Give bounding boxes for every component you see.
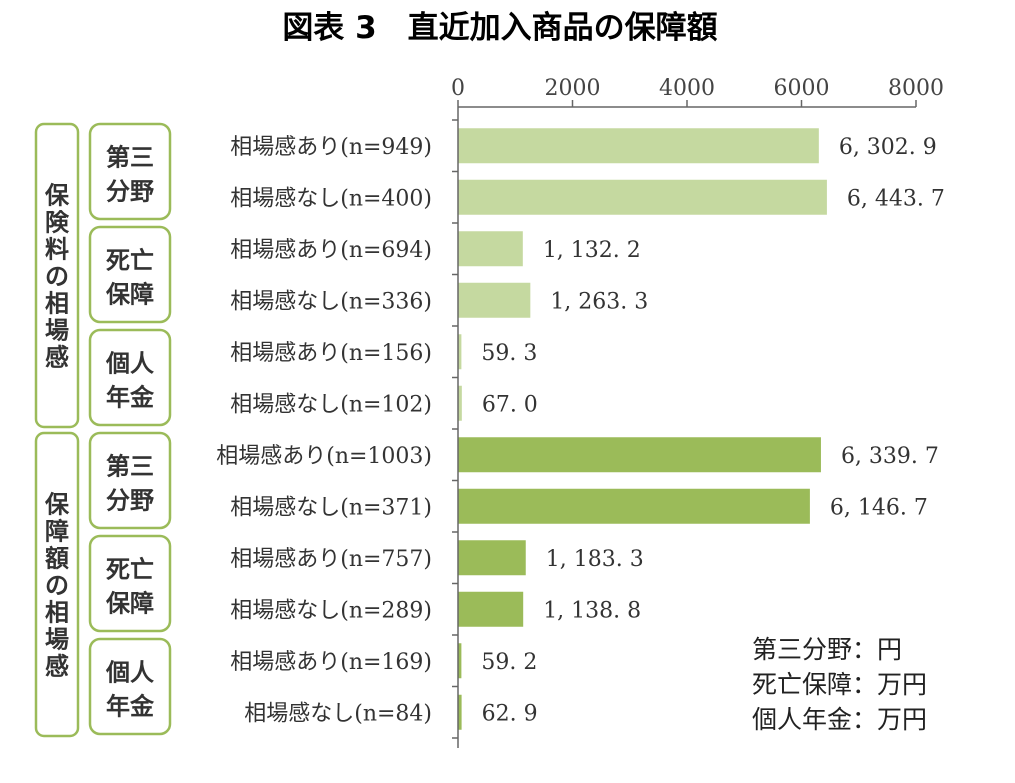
bar-value-label: 59. 2 bbox=[481, 650, 537, 675]
x-tick-label: 6000 bbox=[774, 76, 830, 101]
bar bbox=[458, 179, 827, 215]
bar bbox=[458, 282, 531, 318]
bar bbox=[458, 540, 526, 576]
x-tick-label: 4000 bbox=[659, 76, 715, 101]
bar bbox=[458, 231, 523, 267]
subgroup-box bbox=[88, 225, 172, 324]
group-box bbox=[34, 431, 80, 738]
subgroup-label: 個人 bbox=[105, 659, 154, 687]
subgroup-box bbox=[88, 431, 172, 530]
category-label: 相場感なし(n=102) bbox=[230, 392, 432, 417]
subgroup-label: 死亡 bbox=[106, 556, 154, 584]
unit-label-annuity: 個人年金：万円 bbox=[752, 705, 928, 734]
bar bbox=[458, 643, 462, 679]
subgroup-box bbox=[88, 122, 172, 221]
bar bbox=[458, 128, 819, 164]
category-label: 相場感なし(n=400) bbox=[230, 186, 432, 211]
bar bbox=[458, 334, 462, 370]
chart-title: 図表 3 直近加入商品の保障額 bbox=[282, 10, 717, 46]
category-label: 相場感あり(n=949) bbox=[230, 135, 432, 160]
bar-value-label: 1, 138. 8 bbox=[543, 598, 641, 623]
category-label: 相場感あり(n=694) bbox=[230, 238, 432, 263]
bar-value-label: 6, 443. 7 bbox=[847, 186, 945, 211]
bar bbox=[458, 437, 821, 473]
subgroup-label: 年金 bbox=[106, 384, 155, 412]
unit-label-third-sector: 第三分野：円 bbox=[752, 635, 903, 664]
category-label: 相場感なし(n=371) bbox=[230, 495, 432, 520]
subgroup-label: 保障 bbox=[105, 590, 154, 618]
subgroup-label: 第三 bbox=[106, 453, 154, 481]
unit-legend: 第三分野：円 死亡保障：万円 個人年金：万円 bbox=[752, 632, 927, 737]
category-label: 相場感なし(n=84) bbox=[244, 701, 432, 726]
x-tick-label: 2000 bbox=[545, 76, 601, 101]
bar-value-label: 1, 263. 3 bbox=[550, 289, 648, 314]
category-label: 相場感あり(n=156) bbox=[230, 341, 432, 366]
x-tick-label: 0 bbox=[451, 76, 465, 101]
category-label: 相場感あり(n=1003) bbox=[216, 444, 432, 469]
bar-value-label: 6, 339. 7 bbox=[841, 444, 939, 469]
subgroup-label: 分野 bbox=[106, 178, 154, 206]
x-tick-label: 8000 bbox=[888, 76, 944, 101]
bar-value-label: 6, 146. 7 bbox=[830, 495, 928, 520]
bar bbox=[458, 385, 462, 421]
group-box bbox=[34, 122, 80, 429]
category-label: 相場感なし(n=289) bbox=[230, 598, 432, 623]
bar-value-label: 67. 0 bbox=[482, 392, 538, 417]
bar-value-label: 62. 9 bbox=[482, 701, 538, 726]
category-label: 相場感あり(n=169) bbox=[230, 650, 432, 675]
subgroup-label: 第三 bbox=[106, 144, 154, 172]
subgroup-box bbox=[88, 534, 172, 633]
subgroup-box bbox=[88, 328, 172, 427]
category-label: 相場感あり(n=757) bbox=[230, 547, 432, 572]
subgroup-label: 保障 bbox=[105, 281, 154, 309]
subgroup-box bbox=[88, 637, 172, 736]
subgroup-label: 死亡 bbox=[106, 247, 154, 275]
bar-value-label: 1, 183. 3 bbox=[546, 547, 644, 572]
bar-value-label: 1, 132. 2 bbox=[543, 238, 641, 263]
bar bbox=[458, 694, 462, 730]
subgroup-label: 分野 bbox=[106, 487, 154, 515]
bar-value-label: 6, 302. 9 bbox=[839, 135, 937, 160]
category-label: 相場感なし(n=336) bbox=[230, 289, 432, 314]
group-label: 保障額の相場感 bbox=[44, 491, 70, 681]
bar bbox=[458, 591, 524, 627]
bar bbox=[458, 488, 810, 524]
subgroup-label: 年金 bbox=[106, 693, 155, 721]
subgroup-label: 個人 bbox=[105, 350, 154, 378]
group-label: 保険料の相場感 bbox=[44, 182, 70, 372]
unit-label-death-benefit: 死亡保障：万円 bbox=[752, 670, 928, 699]
bar-value-label: 59. 3 bbox=[481, 341, 537, 366]
